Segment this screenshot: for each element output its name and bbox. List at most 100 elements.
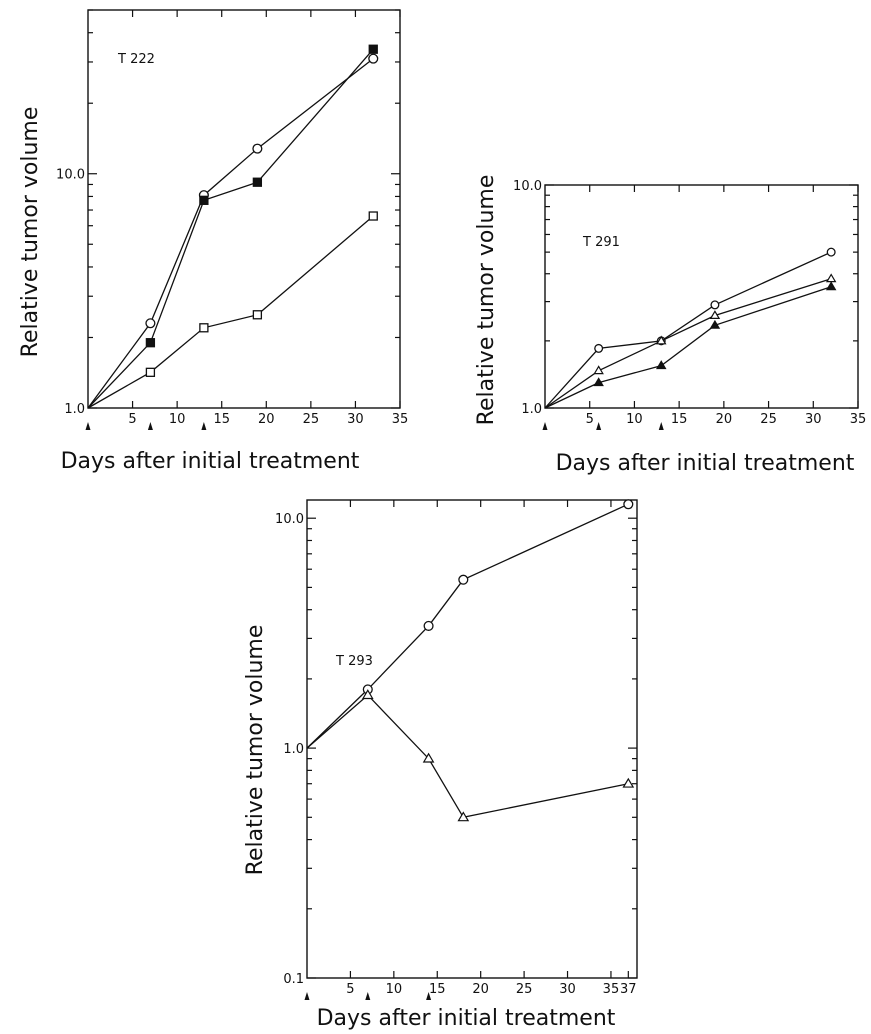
data-point-open-circle — [368, 53, 379, 64]
x-tick-label: 5 — [586, 412, 594, 427]
x-tick-label: 30 — [559, 982, 576, 997]
y-axis-title-t293: Relative tumor volume — [243, 625, 268, 876]
x-tick-label: 20 — [258, 412, 275, 427]
chart-t293: 5 10 15 20 25 30 35 37 0.1 1.0 10.0 T 293 Days af… — [243, 499, 638, 1031]
y-tick-labels-t293: 0.1 1.0 10.0 — [275, 512, 304, 987]
x-tick-label: 10 — [626, 412, 643, 427]
data-point-open-circle — [623, 499, 634, 510]
x-axis-title-t291: Days after initial treatment — [556, 451, 855, 476]
x-tick-label: 25 — [303, 412, 320, 427]
data-point-open-triangle — [656, 335, 667, 345]
y-tick-label: 10.0 — [513, 179, 542, 194]
series-line-filled-triangle — [544, 286, 832, 409]
x-tick-label: 10 — [386, 982, 403, 997]
x-tick-label: 25 — [760, 412, 777, 427]
x-tick-label: 30 — [805, 412, 822, 427]
data-point-open-triangle — [825, 273, 837, 283]
x-tick-label: 5 — [346, 982, 354, 997]
x-tick-label: 15 — [671, 412, 688, 427]
x-tick-label: 20 — [716, 412, 733, 427]
x-tick-label: 5 — [128, 412, 136, 427]
series-line-open-square — [87, 215, 374, 409]
data-point-open-square — [368, 211, 378, 221]
treatment-arrow-icon — [658, 422, 664, 430]
tick-marks-t222 — [88, 9, 401, 409]
plot-frame-t293 — [306, 499, 638, 979]
data-point-open-square — [145, 367, 156, 377]
treatment-arrow-icon — [85, 422, 91, 430]
y-tick-label: 0.1 — [283, 972, 304, 987]
data-point-open-triangle — [709, 310, 721, 320]
treatment-arrow-icon — [542, 422, 548, 430]
y-tick-label: 1.0 — [283, 742, 304, 757]
x-tick-labels-t291: 5 10 15 20 25 30 35 — [586, 412, 867, 427]
data-point-filled-square — [145, 338, 156, 348]
x-tick-labels-t293: 5 10 15 20 25 30 35 37 — [346, 982, 636, 997]
data-point-open-triangle — [422, 752, 435, 763]
data-point-open-circle — [145, 318, 156, 329]
panel-label-t293: T 293 — [335, 654, 373, 669]
data-point-open-square — [252, 310, 263, 320]
data-point-open-triangle — [457, 811, 470, 822]
panel-label-t222: T 222 — [117, 52, 155, 67]
y-axis-title-t222: Relative tumor volume — [18, 107, 43, 358]
series-t222 — [87, 44, 379, 409]
x-tick-label: 35 — [392, 412, 409, 427]
x-tick-label: 15 — [213, 412, 230, 427]
data-point-open-circle — [594, 343, 604, 353]
x-tick-label: 35 — [850, 412, 867, 427]
data-point-open-circle — [252, 143, 263, 154]
data-point-open-triangle — [593, 365, 604, 375]
series-t293 — [306, 499, 635, 822]
series-line-open-triangle — [544, 278, 832, 409]
x-tick-labels-t222: 5 10 15 20 25 30 35 — [128, 412, 408, 427]
treatment-arrow-icon — [426, 992, 432, 1000]
x-tick-label: 10 — [169, 412, 186, 427]
series-line-open-triangle — [306, 694, 629, 819]
treatment-markers-t293 — [304, 992, 432, 1000]
x-axis-title-t222: Days after initial treatment — [61, 449, 360, 474]
x-tick-label: 30 — [347, 412, 364, 427]
y-tick-label: 10.0 — [275, 512, 304, 527]
y-tick-labels-t291: 1.0 10.0 — [513, 179, 542, 417]
data-point-open-circle — [423, 620, 434, 631]
x-tick-label: 25 — [516, 982, 533, 997]
y-tick-label: 1.0 — [521, 402, 542, 417]
data-point-filled-triangle — [656, 360, 667, 370]
y-axis-title-t291: Relative tumor volume — [474, 175, 499, 426]
y-tick-label: 10.0 — [56, 168, 85, 183]
data-point-open-circle — [710, 300, 720, 310]
data-point-filled-square — [199, 195, 209, 205]
series-line-open-circle — [544, 251, 832, 409]
data-point-filled-square — [368, 44, 378, 54]
x-axis-title-t293: Days after initial treatment — [317, 1006, 616, 1031]
y-tick-labels-t222: 1.0 10.0 — [56, 168, 85, 417]
x-tick-label: 37 — [620, 982, 637, 997]
x-tick-label: 15 — [429, 982, 446, 997]
treatment-markers-t222 — [85, 422, 207, 430]
treatment-markers-t291 — [542, 422, 664, 430]
data-point-open-triangle — [622, 777, 635, 788]
data-point-filled-triangle — [593, 377, 604, 387]
series-line-open-circle — [87, 58, 374, 409]
data-point-open-circle — [826, 247, 836, 257]
treatment-arrow-icon — [201, 422, 207, 430]
treatment-arrow-icon — [596, 422, 602, 430]
data-point-filled-square — [252, 177, 263, 187]
x-tick-label: 20 — [472, 982, 489, 997]
chart-t291: 5 10 15 20 25 30 35 1.0 10.0 T 291 Days after i… — [474, 175, 866, 476]
y-tick-label: 1.0 — [64, 402, 85, 417]
x-tick-label: 35 — [603, 982, 620, 997]
data-point-filled-triangle — [825, 281, 837, 291]
treatment-arrow-icon — [147, 422, 153, 430]
chart-t222: 5 10 15 20 25 30 35 1.0 10.0 T 222 Days after i… — [18, 9, 408, 474]
data-point-open-circle — [458, 574, 469, 585]
series-line-open-circle — [306, 503, 629, 749]
data-point-filled-triangle — [709, 319, 721, 329]
plot-frame-t222 — [87, 9, 401, 409]
series-t291 — [544, 247, 837, 409]
data-point-open-square — [199, 323, 209, 333]
panel-label-t291: T 291 — [582, 235, 620, 250]
data-point-open-triangle — [361, 689, 374, 700]
